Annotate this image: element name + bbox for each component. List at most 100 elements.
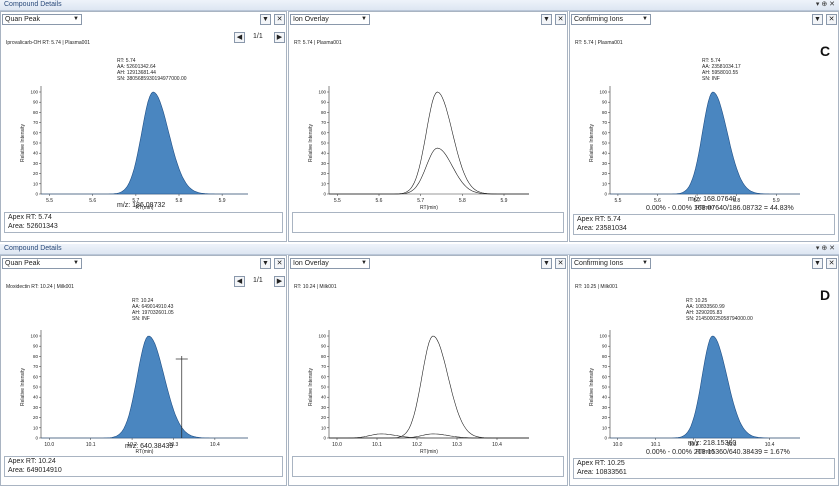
next-page-button[interactable]: ▶ <box>274 32 285 43</box>
peak-annotation: RT: 10.25 AA: 10833560.99 AH: 3290205.83… <box>686 298 753 322</box>
y-axis-label: Relative Intensity <box>20 367 26 406</box>
quan-peak-panel: Quan Peak ▼ ▼ ✕ Iprovalicarb-OH RT: 5.74 … <box>0 11 287 242</box>
y-tick-label: 70 <box>33 120 39 125</box>
dropdown-label: Quan Peak <box>5 260 41 267</box>
quan-footer: Apex RT: 10.24 Area: 649014910 <box>4 456 283 477</box>
confirming-ions-dropdown[interactable]: Confirming Ions ▼ <box>571 258 651 269</box>
close-icon[interactable]: ✕ <box>826 14 837 25</box>
prev-page-button[interactable]: ◀ <box>234 276 245 287</box>
mz-label: m/z: 218.15360 <box>688 440 737 447</box>
ion-overlay-panel: Ion Overlay ▼ ▼ ✕ RT: 10.24 | Milk001 0 10… <box>288 255 568 486</box>
y-tick-label: 90 <box>33 100 39 105</box>
y-tick-label: 60 <box>602 374 608 379</box>
area-value: Area: 52601343 <box>8 223 58 230</box>
y-tick-label: 30 <box>33 161 39 166</box>
y-tick-label: 100 <box>599 90 607 95</box>
close-icon[interactable]: ✕ <box>826 258 837 269</box>
y-tick-label: 40 <box>602 151 608 156</box>
next-page-button[interactable]: ▶ <box>274 276 285 287</box>
overlay-footer <box>292 212 564 233</box>
overlay-info: RT: 10.24 | Milk001 <box>294 284 337 290</box>
y-tick-label: 20 <box>33 415 39 420</box>
panel-letter: C <box>820 43 831 59</box>
y-tick-label: 0 <box>35 436 38 441</box>
x-axis-label: RT(min) <box>696 205 714 211</box>
y-tick-label: 40 <box>321 151 327 156</box>
x-axis-label: RT(min) <box>696 449 714 455</box>
confirming-ions-chart: 0 10 20 30 40 50 60 70 80 90 100 5.5 5.6 5.7 5.8 5.9 RT(… <box>589 86 800 211</box>
y-tick-label: 30 <box>602 405 608 410</box>
quan-peak-chart: 0 10 20 30 40 50 60 70 80 90 100 10.0 10.1 10.2 10.3 10… <box>20 330 248 455</box>
filter-icon[interactable]: ▼ <box>541 258 552 269</box>
x-tick-label: 10.2 <box>412 442 422 448</box>
filter-icon[interactable]: ▼ <box>260 14 271 25</box>
annotation-aa: AA: 10833560.99 <box>686 304 725 310</box>
y-tick-label: 80 <box>602 110 608 115</box>
filter-icon[interactable]: ▼ <box>260 258 271 269</box>
y-tick-label: 90 <box>321 344 327 349</box>
y-axis-label: Relative Intensity <box>308 123 314 162</box>
y-tick-label: 20 <box>321 415 327 420</box>
window-title: Compound Details <box>4 245 62 252</box>
x-tick-label: 10.2 <box>689 442 699 448</box>
y-tick-label: 60 <box>33 130 39 135</box>
x-tick-label: 5.8 <box>733 198 740 204</box>
close-icon[interactable]: ✕ <box>555 14 566 25</box>
x-axis-label: RT(min) <box>420 449 438 455</box>
y-tick-label: 10 <box>321 181 327 186</box>
filter-icon[interactable]: ▼ <box>541 14 552 25</box>
filter-icon[interactable]: ▼ <box>812 14 823 25</box>
annotation-ah: AH: 197032601.05 <box>132 310 174 316</box>
y-tick-label: 40 <box>602 395 608 400</box>
peak-area-series-0 <box>610 335 800 439</box>
y-tick-label: 80 <box>321 354 327 359</box>
dropdown-label: Ion Overlay <box>293 260 329 267</box>
x-tick-label: 10.2 <box>127 442 137 448</box>
close-icon[interactable]: ✕ <box>274 14 285 25</box>
peak-annotation: RT: 10.24 AA: 649014910.43 AH: 197032601… <box>132 298 174 322</box>
x-axis-label: RT(min) <box>136 449 154 455</box>
area-value: Area: 10833561 <box>577 469 627 476</box>
y-tick-label: 60 <box>602 130 608 135</box>
y-axis-label: Relative Intensity <box>589 123 595 162</box>
confirming-ions-dropdown[interactable]: Confirming Ions ▼ <box>571 14 651 25</box>
quan-peak-dropdown[interactable]: Quan Peak ▼ <box>2 258 82 269</box>
chevron-down-icon: ▼ <box>361 260 367 266</box>
y-tick-label: 100 <box>318 90 326 95</box>
close-icon[interactable]: ✕ <box>555 258 566 269</box>
y-axis-label: Relative Intensity <box>308 367 314 406</box>
y-tick-label: 90 <box>321 100 327 105</box>
y-tick-label: 0 <box>604 436 607 441</box>
y-tick-label: 10 <box>602 181 608 186</box>
x-tick-label: 5.6 <box>89 198 96 204</box>
chevron-down-icon: ▼ <box>642 16 648 22</box>
y-tick-label: 50 <box>602 385 608 390</box>
y-axis-label: Relative Intensity <box>589 367 595 406</box>
ion-overlay-dropdown[interactable]: Ion Overlay ▼ <box>290 14 370 25</box>
y-tick-label: 80 <box>321 110 327 115</box>
filter-icon[interactable]: ▼ <box>812 258 823 269</box>
x-axis-label: RT(min) <box>136 205 154 211</box>
panel-letter: D <box>820 287 831 303</box>
annotation-aa: AA: 52601342.64 <box>117 64 156 70</box>
apex-rt: Apex RT: 10.25 <box>577 460 625 467</box>
x-tick-label: 10.3 <box>452 442 462 448</box>
quan-peak-chart: 0 10 20 30 40 50 60 70 80 90 100 5.5 5.6 5.7 5.8 5.9 RT(… <box>20 86 248 211</box>
ion-overlay-chart: 0 10 20 30 40 50 60 70 80 90 100 5.5 5.6 5.7 5.8 5.9 RT(… <box>308 86 529 211</box>
y-tick-label: 90 <box>602 344 608 349</box>
y-tick-label: 60 <box>33 374 39 379</box>
window-controls[interactable]: ▾ ⊕ ✕ <box>815 245 835 252</box>
window-controls[interactable]: ▾ ⊕ ✕ <box>815 1 835 8</box>
compound-details-window-bottom: Compound Details ▾ ⊕ ✕ Quan Peak ▼ ▼ ✕ Mo… <box>0 244 839 487</box>
area-value: Area: 649014910 <box>8 467 62 474</box>
x-tick-label: 5.5 <box>614 198 621 204</box>
annotation-aa: AA: 649014910.43 <box>132 304 174 310</box>
ion-overlay-dropdown[interactable]: Ion Overlay ▼ <box>290 258 370 269</box>
y-tick-label: 100 <box>599 334 607 339</box>
close-icon[interactable]: ✕ <box>274 258 285 269</box>
x-tick-label: 5.9 <box>219 198 226 204</box>
y-tick-label: 0 <box>323 436 326 441</box>
prev-page-button[interactable]: ◀ <box>234 32 245 43</box>
y-tick-label: 0 <box>323 192 326 197</box>
quan-peak-dropdown[interactable]: Quan Peak ▼ <box>2 14 82 25</box>
